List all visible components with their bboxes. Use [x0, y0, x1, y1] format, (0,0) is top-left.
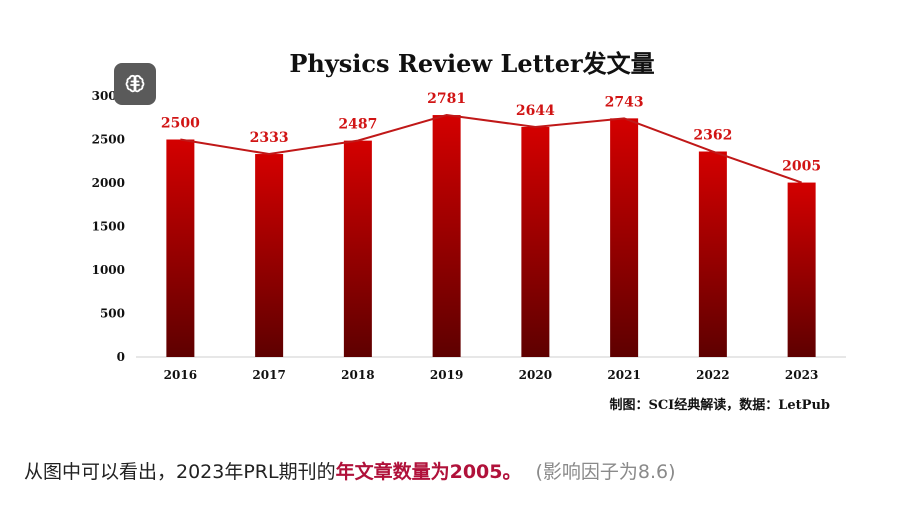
x-tick-label: 2019: [430, 368, 463, 382]
trend-line: [180, 114, 802, 184]
bar-2020: [521, 126, 550, 357]
data-labels: 2500 2333 2487 2781 2644 2743 2362 2005: [161, 91, 821, 175]
chart-title: Physics Review Letter发文量: [289, 49, 654, 78]
bar-2023: [787, 182, 816, 357]
y-tick-label: 500: [100, 307, 125, 321]
x-tick-label: 2016: [164, 368, 197, 382]
bar-2016: [166, 139, 195, 357]
y-tick-label: 1000: [92, 263, 125, 277]
data-label-2021: 2743: [605, 94, 644, 110]
y-tick-label: 1500: [92, 220, 125, 234]
caption: 从图中可以看出，2023年PRL期刊的年文章数量为2005。 (影响因子为8.6): [24, 457, 676, 484]
data-label-2020: 2644: [516, 103, 555, 119]
data-label-2017: 2333: [250, 130, 289, 146]
bar-2018: [343, 140, 372, 357]
x-axis: 2016 2017 2018 2019 2020 2021 2022 2023: [164, 368, 819, 382]
data-label-2019: 2781: [427, 91, 466, 107]
brain-button[interactable]: [114, 63, 156, 105]
bar-2017: [255, 154, 284, 357]
data-label-2018: 2487: [338, 117, 377, 133]
y-tick-label: 0: [117, 350, 125, 364]
data-label-2023: 2005: [782, 159, 821, 175]
y-tick-label: 2000: [92, 176, 125, 190]
caption-text: 从图中可以看出，2023年PRL期刊的: [24, 461, 336, 483]
data-label-2016: 2500: [161, 116, 200, 132]
x-tick-label: 2017: [252, 368, 285, 382]
x-tick-label: 2022: [696, 368, 729, 382]
brain-icon: [125, 74, 145, 93]
y-tick-label: 2500: [92, 133, 125, 147]
x-tick-label: 2021: [607, 368, 640, 382]
bar-2021: [610, 118, 639, 357]
bar-2022: [698, 151, 727, 357]
data-label-2022: 2362: [693, 128, 732, 144]
caption-highlight: 年文章数量为2005。: [335, 461, 522, 483]
source-note: 制图：SCI经典解读，数据：LetPub: [609, 397, 830, 413]
bars: [166, 115, 816, 357]
x-tick-label: 2023: [785, 368, 818, 382]
x-tick-label: 2020: [519, 368, 552, 382]
caption-aside: (影响因子为8.6): [535, 461, 676, 483]
bar-2019: [432, 115, 461, 357]
x-tick-label: 2018: [341, 368, 374, 382]
